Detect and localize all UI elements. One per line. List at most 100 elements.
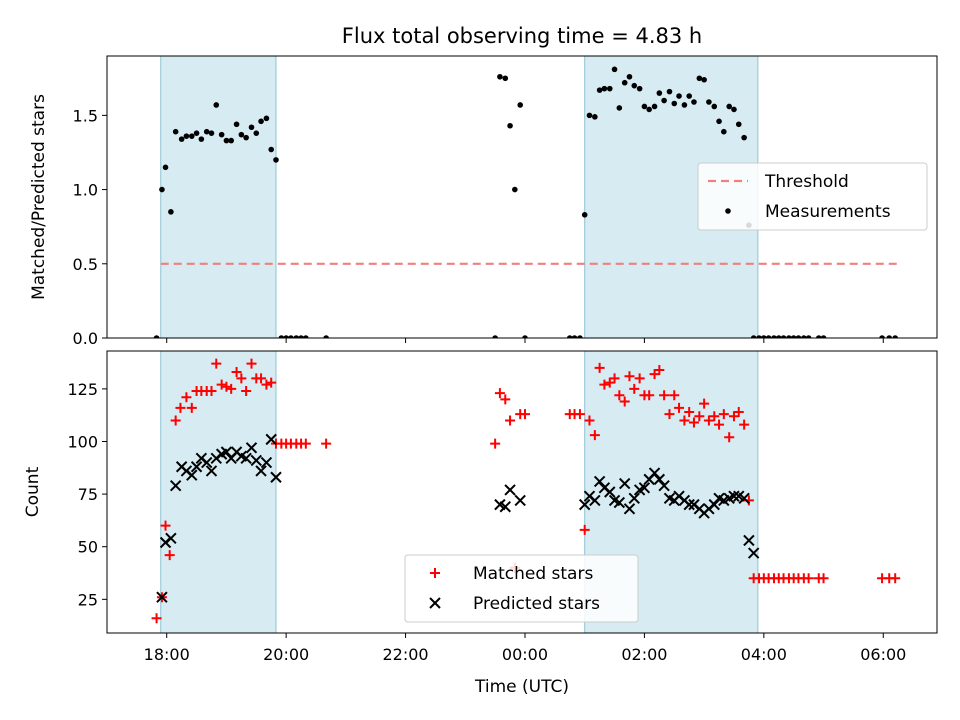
- measurement-point: [606, 85, 613, 92]
- matched-star-point: [490, 438, 501, 449]
- measurement-point: [193, 130, 200, 136]
- predicted-star-point: [618, 477, 631, 490]
- legend-label-measurements: Measurements: [765, 202, 891, 222]
- matched-star-point: [186, 402, 197, 413]
- matched-star-point: [609, 373, 620, 384]
- matched-star-point: [584, 415, 595, 426]
- measurement-point: [223, 137, 230, 144]
- predicted-star-point: [747, 547, 760, 559]
- matched-star-point: [694, 411, 705, 422]
- measurement-point: [691, 99, 697, 105]
- legend-box: [697, 162, 928, 231]
- measurement-point: [726, 103, 733, 110]
- predicted-star-point: [604, 486, 616, 498]
- x-tick-label: 18:00: [144, 645, 190, 664]
- x-tick-label: 22:00: [383, 645, 429, 664]
- measurement-point: [656, 90, 663, 96]
- measurement-point: [566, 335, 573, 338]
- predicted-star-point: [648, 467, 661, 479]
- matched-star-point: [221, 381, 232, 392]
- measurement-point: [711, 103, 718, 110]
- measurement-point: [611, 66, 618, 73]
- matched-star-point: [599, 379, 610, 390]
- measurement-point: [879, 335, 885, 338]
- measurement-point: [492, 335, 498, 338]
- measurement-point: [795, 335, 802, 338]
- predicted-star-point: [623, 503, 636, 515]
- matched-star-point: [494, 388, 505, 399]
- measurement-point: [686, 93, 692, 99]
- y-tick-label: 100: [67, 432, 98, 451]
- measurement-point: [497, 73, 503, 80]
- measurement-point: [731, 106, 737, 113]
- measurement-point: [168, 209, 174, 215]
- measurement-point: [218, 131, 225, 138]
- axes-frame: [106, 55, 938, 339]
- measurement-point: [892, 335, 899, 338]
- measurement-point: [771, 335, 777, 338]
- measurement-point: [268, 146, 275, 153]
- matched-star-point: [181, 392, 192, 403]
- measurement-point: [790, 335, 797, 338]
- predicted-star-point: [628, 492, 640, 505]
- predicted-star-point: [190, 461, 203, 473]
- x-tick-label: 00:00: [502, 645, 548, 664]
- measurement-point: [786, 335, 792, 338]
- shaded-region: [160, 351, 277, 633]
- matched-star-point: [321, 438, 332, 449]
- predicted-star-point: [220, 446, 233, 458]
- measurement-point: [243, 134, 249, 141]
- matched-star-point: [151, 613, 162, 624]
- x-tick-label: 02:00: [621, 645, 667, 664]
- measurement-point: [198, 136, 205, 142]
- measurement-point: [213, 102, 220, 108]
- predicted-star-point: [589, 494, 601, 507]
- matched-star-point: [818, 573, 829, 584]
- predicted-star-point: [169, 479, 182, 492]
- legend-swatch-measurements: [725, 208, 731, 214]
- measurement-point: [636, 85, 643, 92]
- measurement-point: [203, 128, 210, 135]
- measurement-point: [178, 136, 185, 142]
- measurement-point: [183, 133, 190, 139]
- predicted-star-point: [255, 465, 267, 477]
- matched-star-point: [236, 373, 247, 384]
- matched-star-point: [684, 407, 695, 418]
- measurement-point: [233, 121, 240, 128]
- y-axis-label: Count: [23, 466, 43, 517]
- measurement-point: [621, 79, 628, 86]
- matched-star-point: [164, 550, 175, 561]
- measurement-point: [886, 335, 893, 338]
- matched-star-point: [589, 430, 600, 441]
- measurement-point: [323, 335, 329, 338]
- predicted-star-point: [165, 532, 177, 545]
- measurement-point: [616, 105, 623, 111]
- measurement-point: [801, 335, 807, 338]
- y-tick-label: 25: [78, 590, 98, 609]
- matched-star-point: [714, 419, 725, 430]
- measurement-point: [676, 93, 682, 99]
- measurement-point: [517, 102, 524, 108]
- top-panel-ratio: 0.0 0.5 1.0 1.5 Matched/Predicted stars Thres…: [29, 55, 938, 348]
- measurement-point: [208, 130, 215, 136]
- matched-star-point: [619, 396, 630, 407]
- predicted-star-point: [245, 442, 258, 454]
- predicted-star-point: [205, 465, 218, 477]
- predicted-star-point: [708, 498, 720, 511]
- matched-star-point: [160, 520, 171, 531]
- legend-label-matched: Matched stars: [473, 564, 593, 584]
- measurement-point: [651, 103, 658, 110]
- measurement-point: [815, 335, 822, 338]
- measurement-point: [263, 115, 270, 122]
- measurement-point: [661, 97, 667, 104]
- y-tick-label: 1.0: [73, 181, 98, 200]
- y-tick-label: 1.5: [73, 106, 98, 125]
- predicted-star-point: [156, 591, 168, 603]
- predicted-star-point: [240, 452, 252, 465]
- chart-title: Flux total observing time = 4.83 h: [342, 24, 702, 48]
- matched-star-point: [231, 367, 242, 378]
- y-tick-label: 0.5: [73, 255, 98, 274]
- measurement-point: [248, 124, 255, 131]
- measurement-point: [641, 103, 648, 110]
